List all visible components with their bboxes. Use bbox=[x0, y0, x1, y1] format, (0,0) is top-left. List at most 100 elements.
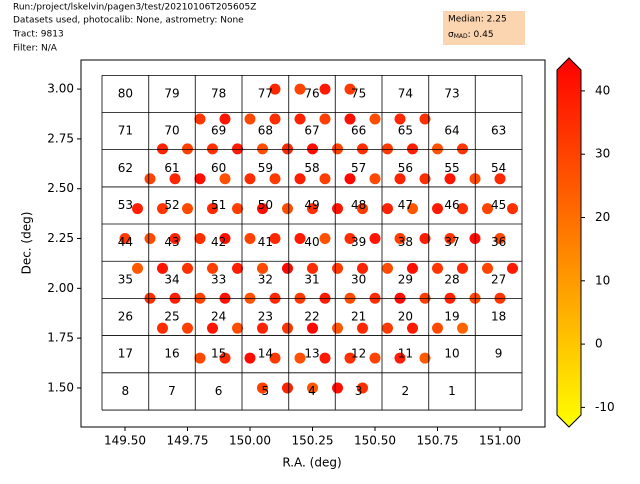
header-line: Filter: N/A bbox=[13, 44, 58, 54]
point bbox=[457, 322, 468, 334]
patch-label: 3 bbox=[355, 384, 363, 398]
point bbox=[294, 233, 306, 245]
point bbox=[357, 143, 368, 155]
patch-label: 26 bbox=[118, 310, 133, 324]
point bbox=[332, 322, 343, 334]
point bbox=[407, 262, 418, 274]
point bbox=[207, 322, 218, 334]
point bbox=[182, 322, 193, 334]
point bbox=[344, 83, 356, 95]
patch-label: 67 bbox=[304, 124, 319, 138]
point bbox=[282, 322, 293, 334]
patch-label: 53 bbox=[118, 198, 133, 212]
patch-label: 47 bbox=[398, 198, 413, 212]
point bbox=[157, 143, 168, 155]
point bbox=[194, 173, 206, 185]
point bbox=[382, 322, 393, 334]
point bbox=[332, 203, 343, 215]
patch-label: 76 bbox=[304, 86, 319, 100]
point bbox=[294, 352, 306, 364]
x-tick-label: 150.00 bbox=[229, 434, 271, 448]
patch-label: 71 bbox=[118, 124, 133, 138]
patch-label: 66 bbox=[351, 124, 366, 138]
y-tick-label: 1.50 bbox=[47, 380, 74, 394]
point bbox=[407, 143, 418, 155]
point bbox=[169, 233, 181, 245]
x-tick-label: 150.25 bbox=[292, 434, 334, 448]
patch-label: 32 bbox=[258, 272, 273, 286]
point bbox=[182, 262, 193, 274]
patch-label: 52 bbox=[164, 198, 179, 212]
point bbox=[219, 233, 231, 245]
point bbox=[444, 173, 456, 185]
point bbox=[419, 173, 431, 185]
point bbox=[344, 173, 356, 185]
y-tick-label: 2.75 bbox=[47, 131, 74, 145]
header-line: Datasets used, photocalib: None, astrome… bbox=[13, 16, 244, 26]
point bbox=[494, 233, 506, 245]
point bbox=[419, 113, 431, 125]
patch-label: 5 bbox=[262, 384, 270, 398]
point bbox=[332, 143, 343, 155]
point bbox=[482, 262, 493, 274]
point bbox=[382, 262, 393, 274]
point bbox=[119, 233, 131, 245]
patch-label: 31 bbox=[304, 272, 319, 286]
point bbox=[257, 322, 268, 334]
patch-label: 58 bbox=[304, 161, 319, 175]
point bbox=[269, 233, 281, 245]
patch-label: 46 bbox=[444, 198, 459, 212]
colorbar-tick-label: 0 bbox=[595, 337, 603, 351]
point bbox=[382, 143, 393, 155]
patch-label: 33 bbox=[211, 272, 226, 286]
point bbox=[207, 143, 218, 155]
patch-label: 38 bbox=[398, 235, 413, 249]
patch-label: 59 bbox=[258, 161, 273, 175]
patch-label: 50 bbox=[258, 198, 273, 212]
point bbox=[332, 262, 343, 274]
colorbar-tick-label: -10 bbox=[595, 400, 615, 414]
point bbox=[244, 173, 256, 185]
stats-box bbox=[443, 11, 525, 45]
point bbox=[207, 262, 218, 274]
header-line: Run:/project/lskelvin/pagen3/test/202101… bbox=[13, 3, 256, 13]
point bbox=[332, 382, 343, 394]
point bbox=[507, 262, 518, 274]
y-tick-label: 1.75 bbox=[47, 331, 74, 345]
patch-label: 37 bbox=[444, 235, 459, 249]
point bbox=[257, 262, 268, 274]
point bbox=[369, 352, 381, 364]
patch-label: 79 bbox=[164, 86, 179, 100]
patch-label: 1 bbox=[448, 384, 456, 398]
patch-label: 4 bbox=[308, 384, 316, 398]
point bbox=[294, 83, 306, 95]
patch-label: 9 bbox=[495, 347, 503, 361]
point bbox=[344, 113, 356, 125]
point bbox=[282, 382, 293, 394]
point bbox=[319, 352, 331, 364]
point bbox=[232, 322, 243, 334]
header-line: Tract: 9813 bbox=[12, 30, 64, 40]
point bbox=[319, 113, 331, 125]
patch-label: 12 bbox=[351, 347, 366, 361]
patch-label: 23 bbox=[258, 310, 273, 324]
patch-label: 7 bbox=[168, 384, 176, 398]
point bbox=[269, 83, 281, 95]
patch-label: 45 bbox=[491, 198, 506, 212]
point bbox=[444, 233, 456, 245]
point bbox=[157, 262, 168, 274]
point bbox=[344, 352, 356, 364]
point bbox=[194, 352, 206, 364]
patch-label: 51 bbox=[211, 198, 226, 212]
point bbox=[407, 203, 418, 215]
point bbox=[369, 173, 381, 185]
patch-label: 69 bbox=[211, 124, 226, 138]
patch-label: 22 bbox=[304, 310, 319, 324]
patch-label: 16 bbox=[164, 347, 179, 361]
point bbox=[257, 203, 268, 215]
patch-label: 61 bbox=[164, 161, 179, 175]
x-axis-label: R.A. (deg) bbox=[282, 456, 341, 470]
point bbox=[357, 262, 368, 274]
patch-label: 68 bbox=[258, 124, 273, 138]
